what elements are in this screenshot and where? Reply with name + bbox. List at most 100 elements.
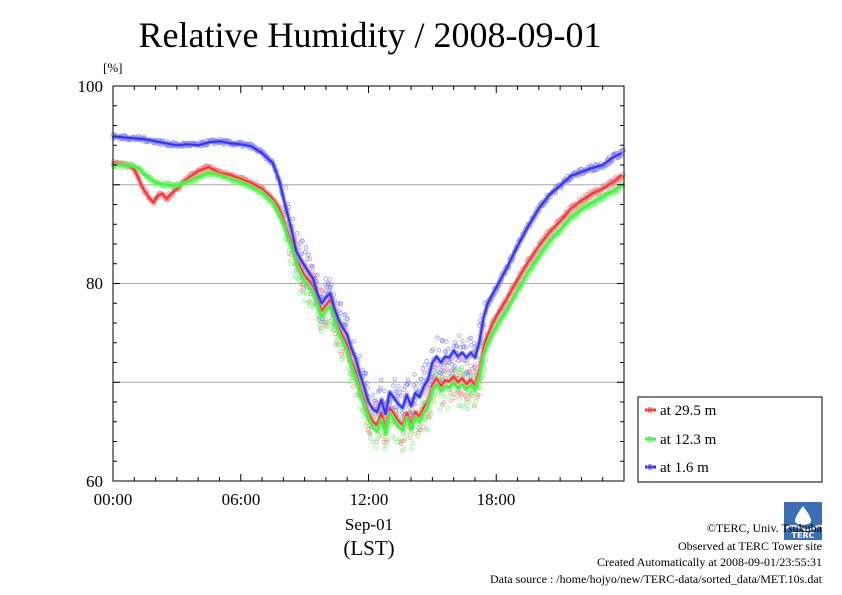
sample-point-12-3m [425, 416, 431, 421]
sample-point-1-6m [405, 377, 411, 383]
sample-point-12-3m [401, 446, 406, 451]
sample-point-12-3m [437, 373, 442, 378]
x-tick-label-1200: 12:00 [350, 490, 389, 509]
sample-point-29-5m [313, 272, 318, 278]
x-tick-label-1800: 18:00 [477, 490, 516, 509]
sample-point-1-6m [441, 368, 447, 373]
sample-point-1-6m [444, 339, 449, 344]
sample-point-1-6m [420, 366, 425, 371]
credit-copyright: ©TERC, Univ. Tsukuba [707, 521, 823, 535]
sample-point-1-6m [467, 370, 472, 375]
y-tick-label-100: 100 [78, 77, 104, 96]
sample-point-12-3m [395, 439, 400, 445]
sample-point-1-6m [351, 339, 356, 344]
sample-point-29-5m [305, 256, 310, 261]
sample-point-12-3m [385, 437, 390, 442]
sample-point-29-5m [407, 435, 413, 440]
y-tick-label-80: 80 [86, 274, 103, 293]
terc-logo-text: TERC [792, 531, 815, 540]
x-axis-label: (LST) [343, 536, 394, 560]
sample-point-12-3m [432, 399, 437, 405]
legend-label-29-5m: at 29.5 m [660, 403, 717, 419]
sample-point-1-6m [290, 216, 296, 221]
sample-point-29-5m [383, 437, 388, 443]
sample-point-12-3m [473, 398, 478, 404]
sample-point-29-5m [421, 424, 426, 429]
legend-marker-29-5m [647, 407, 653, 413]
sample-point-1-6m [453, 343, 459, 348]
sample-point-12-3m [358, 405, 363, 410]
sample-point-1-6m [392, 377, 397, 382]
sample-point-29-5m [457, 390, 462, 395]
sample-point-12-3m [464, 401, 469, 406]
sample-point-12-3m [319, 329, 324, 334]
sample-point-1-6m [300, 239, 305, 244]
sample-point-1-6m [468, 335, 473, 341]
sample-point-12-3m [404, 432, 409, 437]
x-date-label: Sep-01 [345, 515, 393, 534]
sample-point-1-6m [343, 322, 349, 328]
sample-point-12-3m [437, 407, 443, 412]
sample-point-1-6m [439, 368, 444, 373]
sample-point-1-6m [433, 365, 438, 371]
credits-block: ©TERC, Univ. Tsukuba Observed at TERC To… [490, 521, 823, 586]
legend-label-12-3m: at 12.3 m [660, 432, 717, 448]
series-lines [112, 134, 624, 437]
sample-point-1-6m [442, 362, 447, 368]
sample-point-12-3m [327, 318, 332, 324]
sample-point-12-3m [306, 299, 312, 304]
terc-logo: TERC [784, 502, 823, 540]
sample-point-1-6m [373, 398, 378, 403]
terc-logo-drop [795, 506, 811, 525]
legend: at 29.5 m at 12.3 m at 1.6 m [637, 396, 823, 483]
sample-point-12-3m [368, 436, 373, 441]
sample-point-12-3m [288, 261, 293, 267]
sample-point-1-6m [345, 316, 350, 321]
sample-point-12-3m [435, 391, 440, 396]
sample-point-12-3m [465, 406, 471, 412]
sample-point-1-6m [471, 340, 477, 346]
sample-point-29-5m [464, 396, 469, 402]
sample-point-12-3m [446, 405, 451, 411]
y-axis-labels: 100 80 60 [78, 77, 104, 491]
sample-point-1-6m [432, 370, 438, 375]
sample-point-1-6m [440, 337, 445, 343]
sample-point-12-3m [363, 423, 369, 428]
chart-title: Relative Humidity / 2008-09-01 [139, 15, 602, 55]
sample-point-1-6m [294, 230, 300, 236]
sample-point-1-6m [454, 344, 459, 349]
sample-point-12-3m [412, 431, 417, 437]
sample-point-1-6m [283, 184, 289, 190]
sample-point-1-6m [370, 392, 376, 397]
sample-point-1-6m [397, 389, 402, 395]
sample-point-1-6m [379, 377, 384, 383]
x-tick-label-0600: 06:00 [222, 490, 261, 509]
sample-point-12-3m [469, 390, 475, 396]
sample-point-12-3m [429, 410, 434, 415]
x-tick-label-0000: 00:00 [94, 490, 133, 509]
sample-point-12-3m [458, 403, 464, 408]
sample-point-12-3m [301, 298, 307, 304]
sample-point-12-3m [457, 396, 462, 401]
sample-point-1-6m [449, 368, 454, 373]
sample-point-29-5m [451, 391, 457, 396]
sample-point-12-3m [467, 391, 473, 396]
sample-point-1-6m [396, 384, 401, 389]
sample-point-12-3m [402, 438, 407, 444]
sample-point-1-6m [413, 386, 418, 391]
sample-point-29-5m [452, 395, 457, 400]
sample-point-1-6m [464, 345, 469, 350]
tick-marks [112, 85, 625, 482]
legend-marker-1-6m [647, 464, 653, 470]
sample-point-1-6m [430, 347, 436, 352]
sample-point-1-6m [324, 289, 329, 294]
sample-point-1-6m [341, 312, 346, 317]
plot-area [110, 85, 626, 482]
sample-point-12-3m [367, 430, 372, 436]
sample-point-12-3m [442, 394, 448, 399]
sample-point-1-6m [453, 340, 458, 345]
sample-point-29-5m [320, 287, 325, 293]
sample-point-12-3m [415, 433, 420, 439]
sample-point-1-6m [357, 353, 362, 359]
